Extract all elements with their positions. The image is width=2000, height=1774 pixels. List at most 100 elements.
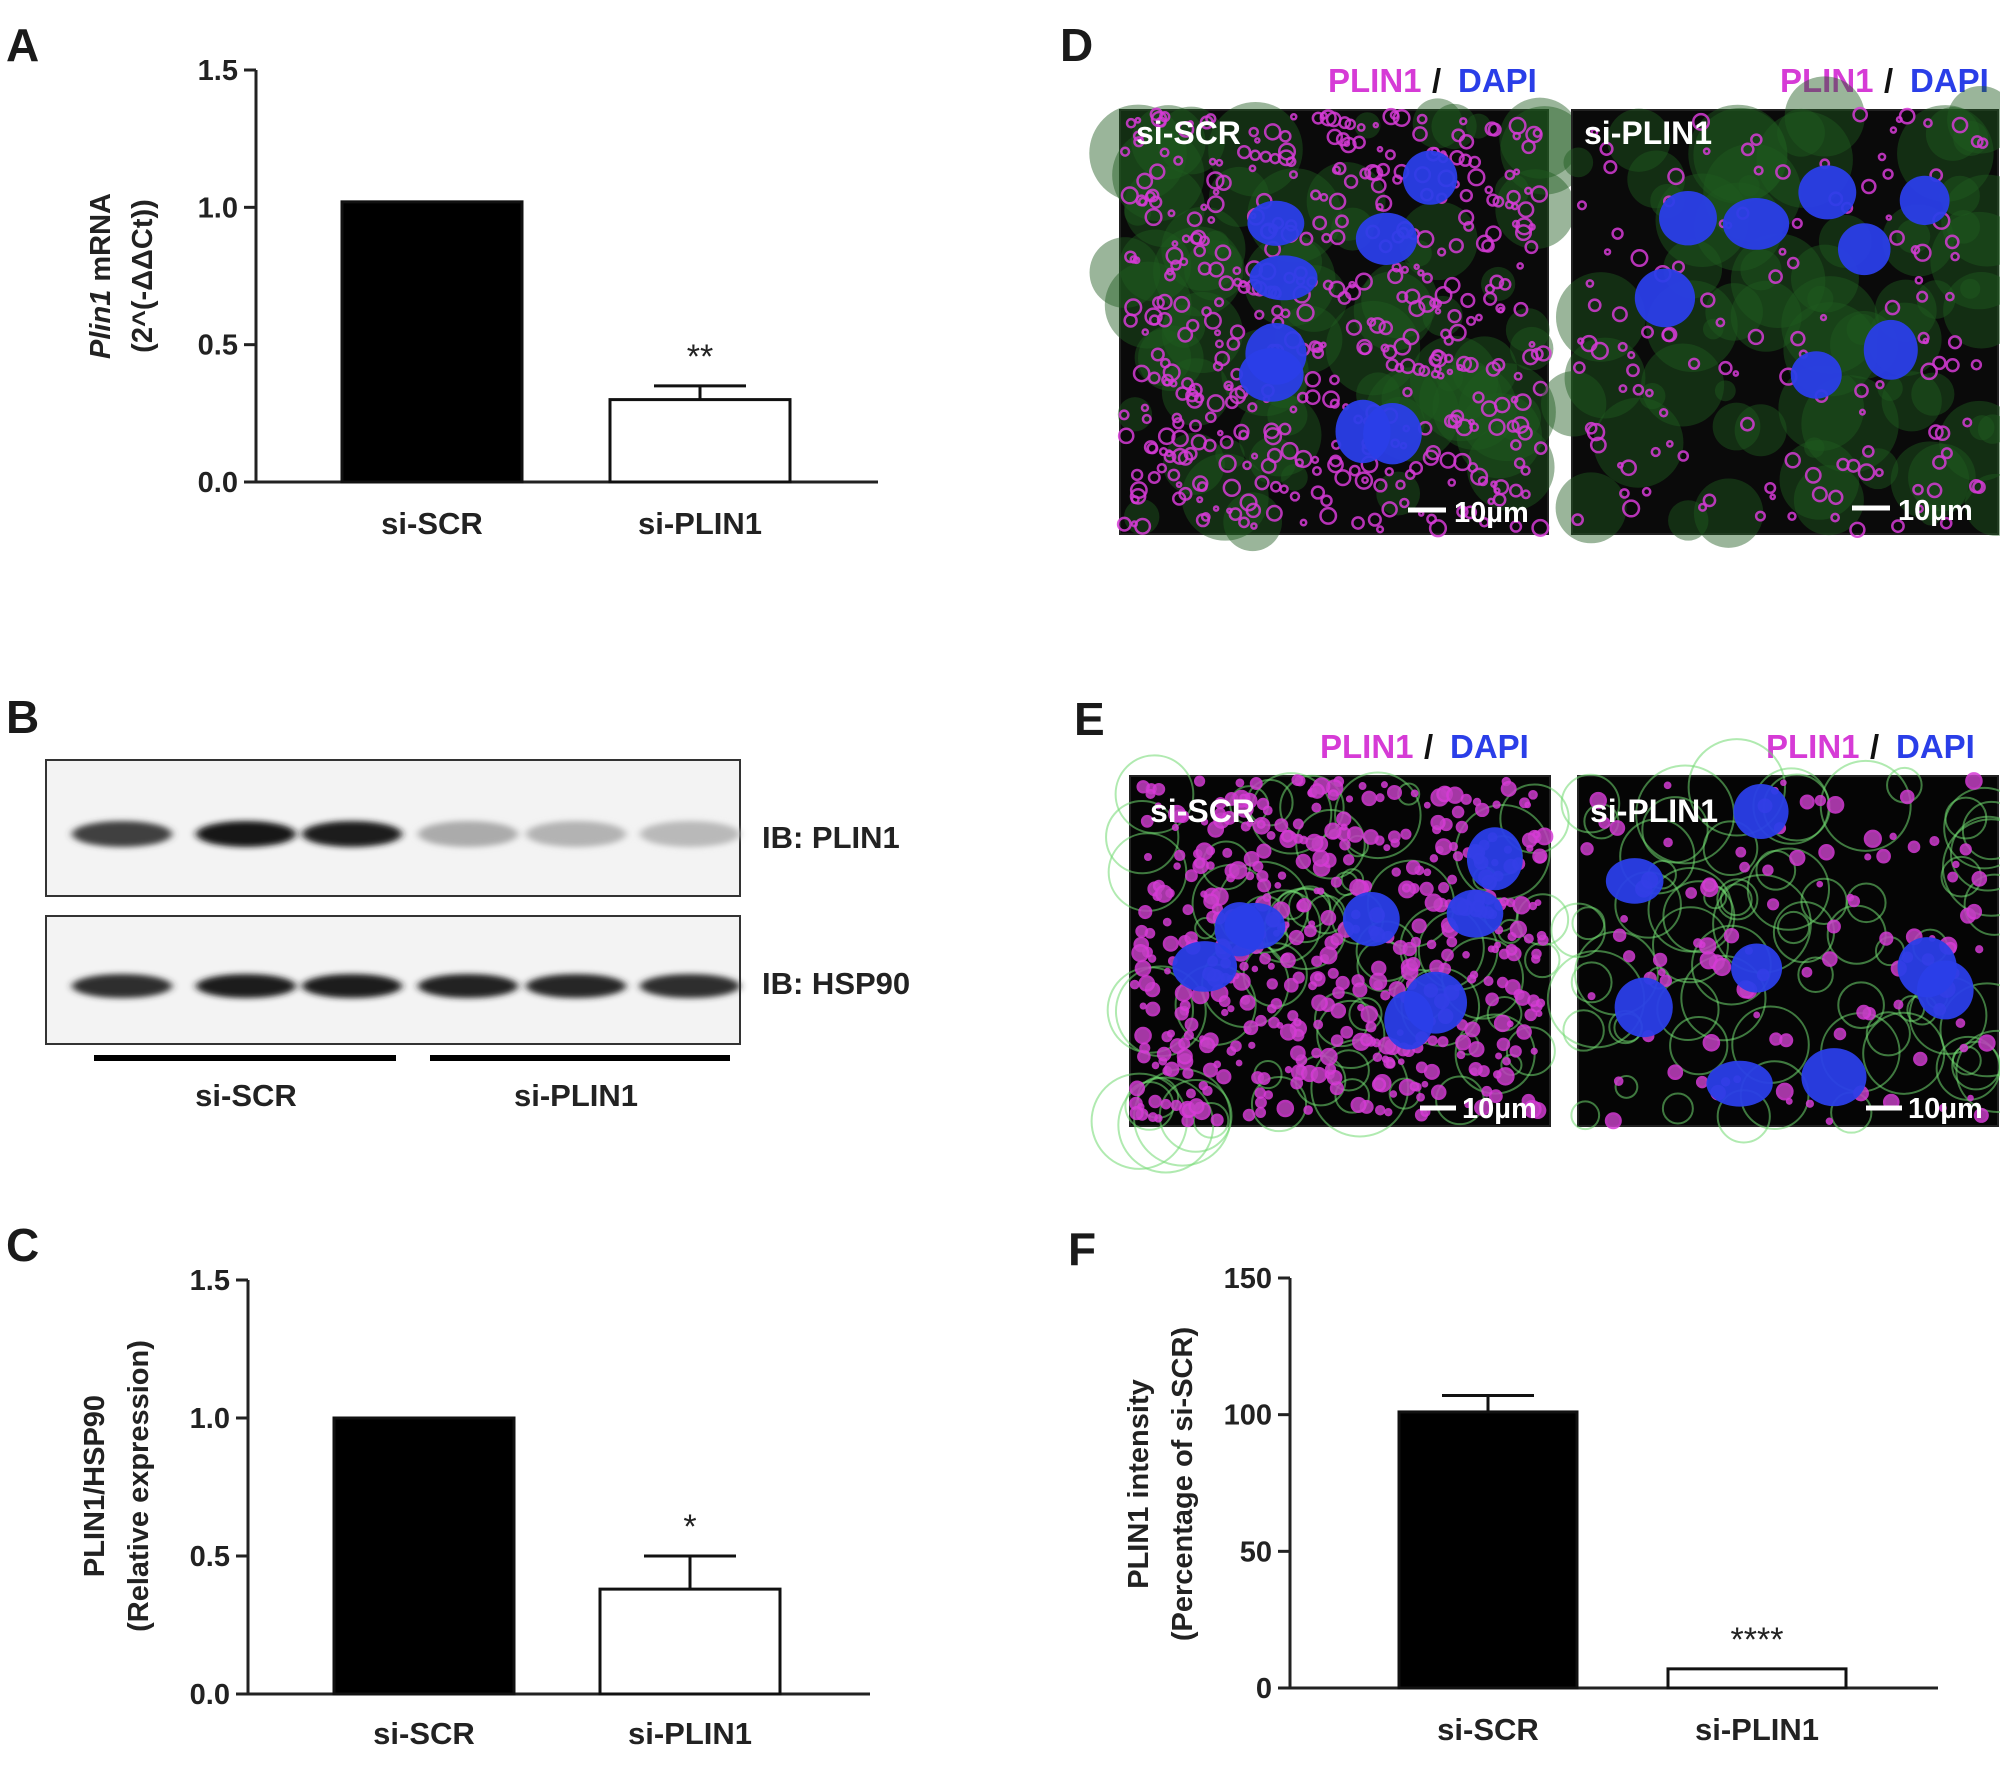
lipid-droplet — [1386, 784, 1403, 800]
lipid-droplet — [1214, 807, 1226, 819]
lipid-droplet — [1801, 966, 1813, 978]
lipid-droplet — [1420, 1106, 1431, 1117]
lipid-droplet — [1324, 935, 1340, 951]
lipid-droplet — [1374, 1104, 1386, 1116]
lipid-droplet — [1453, 983, 1461, 992]
blot-band — [526, 821, 626, 847]
lipid-droplet — [1882, 168, 1894, 180]
lipid-droplet — [1210, 984, 1229, 1003]
cytoplasm-signal — [1781, 276, 1880, 374]
lipid-droplet — [1400, 992, 1412, 1004]
nucleus — [1899, 175, 1950, 226]
lipid-droplet — [1405, 978, 1417, 990]
cytoplasm-signal — [1647, 867, 1733, 953]
lipid-droplet — [1158, 110, 1171, 123]
lipid-droplet — [1928, 424, 1944, 440]
cytoplasm-signal — [1865, 1011, 1911, 1057]
lipid-droplet — [1487, 909, 1498, 920]
lipid-droplet — [1785, 1097, 1793, 1105]
lipid-droplet — [1257, 878, 1272, 893]
cytoplasm-signal — [1730, 233, 1826, 329]
cytoplasm-signal — [1804, 437, 1825, 458]
lipid-droplet — [1965, 772, 1983, 790]
lipid-droplet — [1846, 893, 1855, 902]
cytoplasm-signal — [1977, 414, 2000, 444]
lipid-droplet — [1460, 292, 1476, 308]
lipid-droplet — [1395, 479, 1406, 491]
lipid-droplet — [1199, 235, 1210, 247]
lipid-droplet — [1139, 1042, 1151, 1054]
lipid-droplet — [1327, 967, 1339, 979]
cytoplasm-signal — [1250, 1075, 1308, 1133]
lipid-droplet — [1340, 1025, 1354, 1039]
lipid-droplet — [1143, 853, 1153, 862]
cytoplasm-signal — [1882, 204, 1955, 277]
lipid-droplet — [1712, 957, 1732, 977]
lipid-droplet — [1214, 244, 1232, 262]
lipid-droplet — [1400, 828, 1412, 840]
lipid-droplet — [1267, 1003, 1277, 1014]
lipid-droplet — [1733, 1075, 1742, 1084]
lipid-droplet — [1467, 843, 1483, 860]
lipid-droplet — [1164, 269, 1176, 282]
lipid-droplet — [1314, 972, 1323, 982]
lipid-droplet — [1531, 518, 1550, 537]
lipid-droplet — [1659, 974, 1673, 987]
lipid-droplet — [1351, 909, 1361, 920]
cytoplasm-signal — [1104, 261, 1192, 349]
lipid-droplet — [1443, 276, 1461, 294]
lipid-droplet — [1475, 313, 1483, 322]
lipid-droplet — [1320, 341, 1327, 349]
lipid-droplet — [1279, 829, 1298, 849]
cytoplasm-signal — [1499, 783, 1570, 854]
lipid-droplet — [1365, 224, 1381, 240]
cytoplasm-signal — [1560, 773, 1621, 834]
cytoplasm-signal — [1221, 328, 1309, 417]
lipid-droplet — [1285, 156, 1297, 168]
lipid-droplet — [1313, 1019, 1324, 1030]
cytoplasm-signal — [1969, 415, 1995, 441]
cytoplasm-signal — [1783, 302, 1878, 397]
lipid-droplet — [1814, 389, 1829, 404]
cytoplasm-signal — [1886, 766, 1923, 804]
lipid-droplet — [1836, 457, 1850, 472]
lipid-droplet — [1434, 308, 1442, 315]
lipid-droplet — [1641, 486, 1652, 497]
y-tick-label: 0.5 — [190, 1541, 230, 1573]
lipid-droplet — [1400, 990, 1414, 1004]
lipid-droplet — [1533, 441, 1548, 455]
lipid-droplet — [1484, 121, 1500, 137]
lipid-droplet — [1137, 1103, 1145, 1111]
lipid-droplet — [1769, 493, 1777, 501]
lipid-droplet — [1392, 940, 1408, 955]
lipid-droplet — [1513, 301, 1529, 317]
lipid-droplet — [1330, 1034, 1344, 1048]
lipid-droplet — [1398, 1078, 1416, 1096]
cytoplasm-signal — [1752, 767, 1830, 845]
lipid-droplet — [1325, 111, 1342, 128]
stain-separator: / — [1432, 62, 1441, 99]
lipid-droplet — [1750, 133, 1763, 146]
cytoplasm-signal — [1124, 1080, 1175, 1131]
lipid-droplet — [1489, 274, 1505, 290]
lipid-droplet — [1185, 869, 1198, 883]
stain-label-dapi: DAPI — [1458, 62, 1537, 99]
lipid-droplet — [1968, 479, 1984, 494]
lipid-droplet — [1238, 516, 1250, 529]
lipid-droplet — [1611, 227, 1624, 240]
lipid-droplet — [1124, 250, 1137, 264]
lipid-droplet — [1458, 134, 1475, 150]
lipid-droplet — [1311, 835, 1329, 853]
x-tick-label: si-SCR — [1437, 1712, 1539, 1747]
lipid-droplet — [1309, 783, 1325, 799]
lipid-droplet — [1145, 788, 1156, 799]
cytoplasm-signal — [1340, 868, 1365, 892]
cytoplasm-signal — [1908, 443, 1976, 512]
lipid-droplet — [1352, 879, 1370, 897]
lipid-droplet — [1448, 323, 1467, 342]
lipid-droplet — [1468, 1062, 1483, 1077]
lipid-droplet — [1494, 898, 1507, 911]
